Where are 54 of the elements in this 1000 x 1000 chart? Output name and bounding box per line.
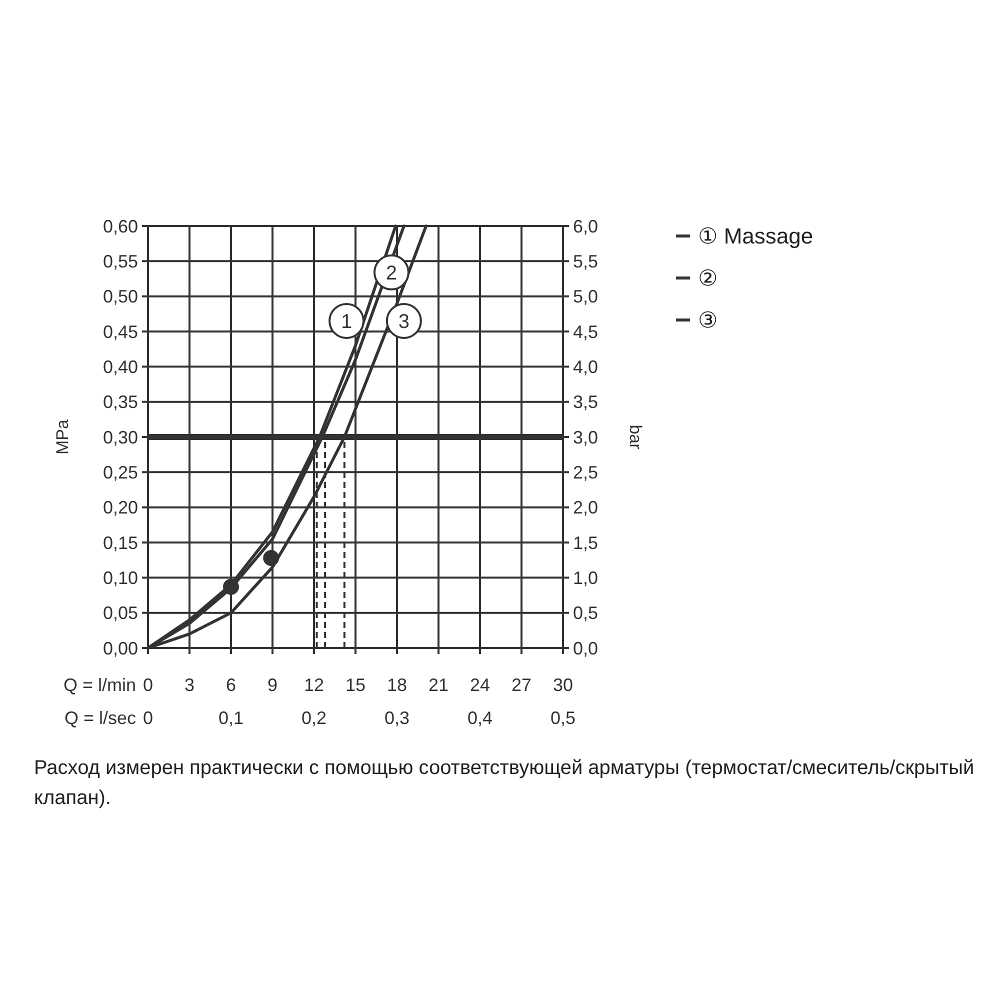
legend-label: ③ — [698, 308, 718, 333]
annotation: 2 — [386, 262, 398, 285]
x2-tick-label: 0,3 — [384, 708, 410, 728]
y2-tick-label: 0,0 — [573, 638, 598, 658]
x2-tick-label: 0,1 — [218, 708, 244, 728]
x-axis-title: Q = l/min — [63, 675, 136, 695]
y-tick-label: 0,15 — [102, 532, 138, 553]
y2-tick-label: 4,0 — [573, 356, 598, 377]
x2-tick-label: 0,5 — [550, 708, 576, 728]
x-tick-label: 12 — [304, 675, 324, 695]
text: Расход измерен практически с помощью соответствующей арматуры (термостат/смеситель/скрытый клапан). — [33, 756, 976, 811]
x-tick-label: 0 — [142, 675, 154, 695]
x-tick-label: 27 — [511, 675, 532, 695]
y-tick-label: 0,35 — [102, 392, 138, 412]
legend-label: ① Massage — [698, 224, 814, 249]
x-tick-label: 9 — [267, 675, 278, 695]
y-tick-label: 0,40 — [102, 356, 138, 377]
x-tick-label: 24 — [470, 675, 490, 695]
annotation: 3 — [398, 311, 410, 334]
annotation: 1 — [340, 311, 352, 334]
y-tick-label: 0,10 — [102, 568, 138, 588]
y2-axis-title: bar — [626, 424, 645, 450]
y2-tick-label: 2,5 — [573, 462, 598, 482]
x-tick-label: 3 — [184, 675, 195, 695]
x2-tick-label: 0 — [142, 708, 154, 728]
y2-tick-label: 1,0 — [573, 568, 598, 588]
y2-tick-label: 1,5 — [573, 532, 598, 553]
y-tick-label: 0,05 — [102, 603, 138, 624]
x-tick-label: 6 — [226, 675, 236, 695]
y2-tick-label: 4,5 — [573, 322, 598, 342]
y-tick-label: 0,20 — [102, 498, 138, 518]
x2-axis-title: Q = l/sec — [64, 708, 136, 728]
x-tick-label: 18 — [386, 675, 408, 695]
x2-tick-label: 0,4 — [467, 708, 493, 728]
y-axis-title: MPa — [53, 418, 72, 454]
y2-tick-label: 0,5 — [573, 603, 598, 624]
y-tick-label: 0,55 — [102, 251, 138, 272]
y2-tick-label: 2,0 — [573, 498, 598, 518]
y-tick-label: 0,00 — [102, 638, 138, 658]
x-tick-label: 21 — [428, 675, 449, 695]
y-tick-label: 0,30 — [102, 427, 138, 448]
y-tick-label: 0,50 — [102, 286, 138, 307]
y2-tick-label: 3,0 — [573, 427, 598, 448]
x-tick-label: 15 — [345, 675, 366, 695]
y2-tick-label: 5,5 — [573, 251, 598, 272]
y-tick-label: 0,25 — [102, 462, 138, 482]
legend-label: ② — [698, 266, 718, 291]
x2-tick-label: 0,2 — [301, 708, 327, 728]
y2-tick-label: 5,0 — [573, 286, 598, 307]
y-tick-label: 0,45 — [102, 322, 138, 342]
y2-tick-label: 6,0 — [573, 216, 598, 236]
y-tick-label: 0,60 — [102, 216, 138, 236]
x-tick-label: 30 — [552, 675, 574, 695]
y2-tick-label: 3,5 — [573, 392, 598, 412]
